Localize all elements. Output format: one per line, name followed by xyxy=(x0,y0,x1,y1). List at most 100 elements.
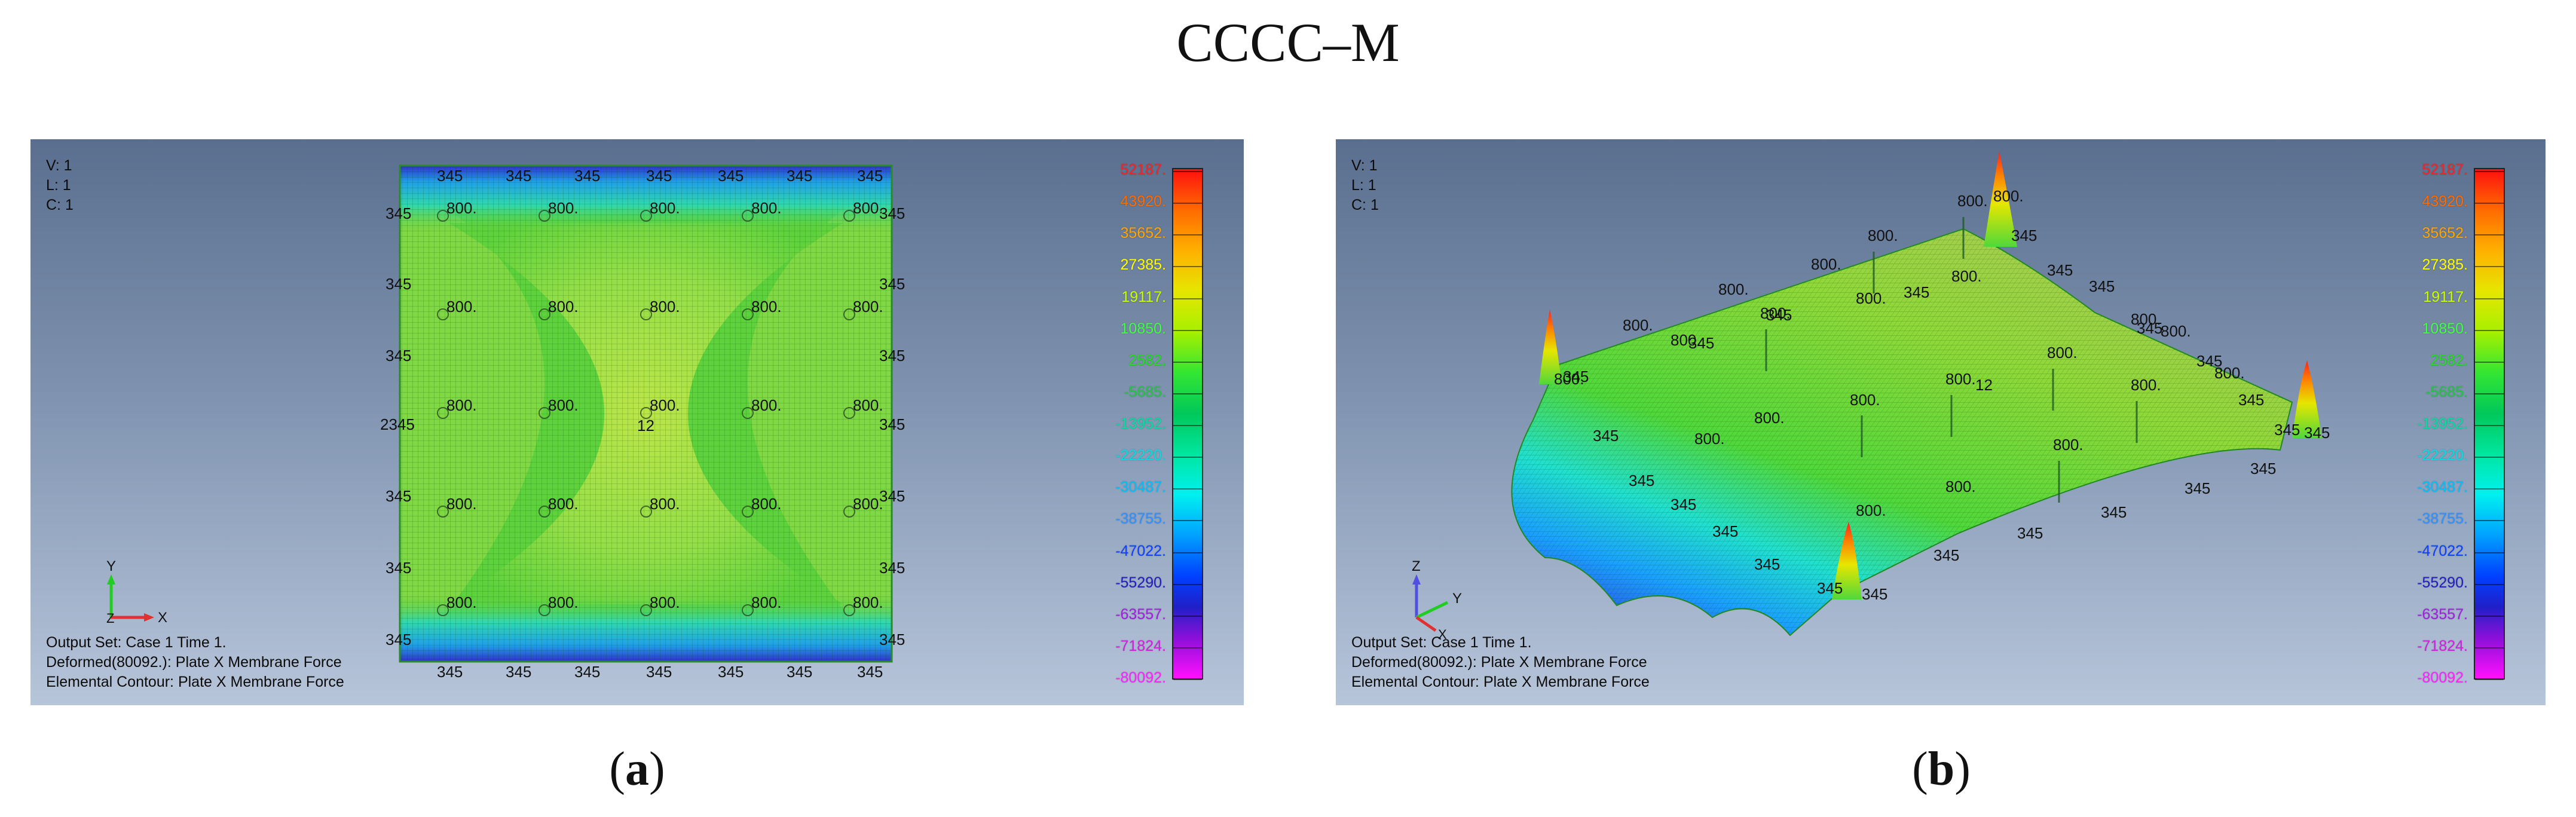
node-label: 12 xyxy=(1975,376,1993,394)
panel-b-letter: b xyxy=(1928,743,1955,795)
load-marker xyxy=(539,210,550,222)
load-marker xyxy=(437,210,449,222)
node-label: 345 xyxy=(879,415,905,433)
legend-value: -38755. xyxy=(2417,510,2468,528)
legend-value: -55290. xyxy=(1115,574,1166,591)
panel-b-caption: (b) xyxy=(1912,743,1971,795)
node-label: 345 xyxy=(1671,495,1696,513)
panel-b-viewport[interactable]: V: 1 L: 1 C: 1 xyxy=(1336,139,2546,705)
legend-value: -47022. xyxy=(2417,542,2468,559)
y-axis-label: Y xyxy=(1452,590,1462,607)
panel-a-viewport[interactable]: V: 1 L: 1 C: 1 xyxy=(30,139,1244,705)
legend-tick xyxy=(1173,329,1202,331)
node-label: 345 xyxy=(2017,524,2043,542)
node-label: 800. xyxy=(853,495,883,513)
node-label: 345 xyxy=(2274,421,2300,439)
node-label: 345 xyxy=(2304,424,2330,442)
node-label: 345 xyxy=(1563,368,1589,385)
legend-tick xyxy=(2475,615,2504,617)
node-label: 800. xyxy=(446,593,477,611)
node-label: 800. xyxy=(1945,478,1976,495)
node-label: 800. xyxy=(548,495,579,513)
node-label: 345 xyxy=(857,663,883,681)
node-label: 345 xyxy=(1904,283,1929,301)
legend-tick xyxy=(1173,361,1202,363)
z-axis-label: Z xyxy=(106,611,114,626)
legend-tick xyxy=(2475,552,2504,553)
corner-spike xyxy=(1832,522,1862,599)
node-label: 345 xyxy=(879,559,905,577)
legend-value: -5685. xyxy=(1124,383,1166,400)
legend-tick xyxy=(1173,520,1202,522)
plate-3d-view: 800. 800. 800. 800. 800. 800. 800. 800. 800. 800.… xyxy=(1511,151,2330,637)
x-axis-arrow xyxy=(1415,616,1437,632)
legend-value: -71824. xyxy=(2417,637,2468,654)
x-axis-arrowhead xyxy=(144,613,154,622)
node-label: 345 xyxy=(386,559,411,577)
load-marker xyxy=(843,308,855,320)
axis-triad: Z Y X xyxy=(1412,558,1462,641)
legend-value: 10850. xyxy=(2422,320,2468,337)
node-label: 345 xyxy=(1862,585,1887,603)
node-label: 800. xyxy=(1951,267,1982,285)
legend-tick xyxy=(1173,552,1202,553)
legend-value: -22220. xyxy=(1115,447,1166,464)
corner-spike xyxy=(1984,151,2017,247)
node-label: 345 xyxy=(437,167,463,185)
legend-tick xyxy=(2475,361,2504,363)
load-marker xyxy=(742,506,754,518)
contour-line: Elemental Contour: Plate X Membrane Forc… xyxy=(46,674,344,690)
load-marker xyxy=(843,506,855,518)
legend-value: 35652. xyxy=(1120,225,1166,242)
node-label: 800. xyxy=(650,298,680,316)
load-marker xyxy=(539,308,550,320)
legend-tick xyxy=(2475,647,2504,648)
legend-tick xyxy=(1173,171,1202,172)
legend-tick xyxy=(2475,171,2504,172)
deformed-plate-mesh xyxy=(1512,229,2292,635)
legend-tick xyxy=(2475,457,2504,458)
legend-value: 43920. xyxy=(1120,193,1166,210)
legend-value: 2582. xyxy=(1128,351,1166,369)
node-label: 345 xyxy=(646,167,672,185)
load-marker xyxy=(640,210,652,222)
node-label: 800. xyxy=(1856,501,1886,519)
legend-value: -71824. xyxy=(1115,637,1166,654)
view-info-line: L: 1 xyxy=(1351,177,1376,194)
legend-value: 52187. xyxy=(2422,161,2468,178)
node-label: 800. xyxy=(2047,344,2078,362)
node-label: 800. xyxy=(751,593,782,611)
node-label: 800. xyxy=(1623,316,1653,334)
node-label: 800. xyxy=(1760,304,1791,322)
legend-value: -47022. xyxy=(1115,542,1166,559)
legend-tick xyxy=(1173,647,1202,648)
view-info-line: L: 1 xyxy=(46,177,71,194)
legend-tick xyxy=(1173,203,1202,204)
node-label: 800. xyxy=(1993,187,2024,205)
load-marker xyxy=(437,407,449,419)
node-label: 345 xyxy=(2196,352,2222,370)
output-info: Output Set: Case 1 Time 1. Deformed(8009… xyxy=(1351,633,1650,692)
legend-value: -63557. xyxy=(1115,605,1166,623)
node-label: 800. xyxy=(1754,409,1785,427)
legend-tick xyxy=(2475,329,2504,331)
plate-labels: 800. 800. 800. 800. 800. 800. 800. 800. 800. 800.… xyxy=(1554,187,2330,603)
legend-labels: 52187. 43920. 35652. 27385. 19117. 10850. 2582… xyxy=(2324,161,2468,686)
node-label: 345 xyxy=(574,167,600,185)
legend-value: -22220. xyxy=(2417,447,2468,464)
load-marker xyxy=(843,407,855,419)
node-label: 800. xyxy=(1554,370,1584,388)
legend-tick xyxy=(1173,266,1202,268)
node-label: 345 xyxy=(2250,460,2276,478)
legend-tick xyxy=(2475,266,2504,268)
node-label: 345 xyxy=(574,663,600,681)
node-label: 345 xyxy=(2089,277,2115,295)
load-marker xyxy=(742,210,754,222)
plate-boundary xyxy=(399,164,893,663)
node-label: 800. xyxy=(1850,391,1880,409)
node-label: 800. xyxy=(650,199,680,217)
load-marker xyxy=(843,210,855,222)
legend-tick xyxy=(2475,425,2504,426)
panel-a-letter: a xyxy=(625,743,649,795)
legend-tick xyxy=(1173,298,1202,299)
